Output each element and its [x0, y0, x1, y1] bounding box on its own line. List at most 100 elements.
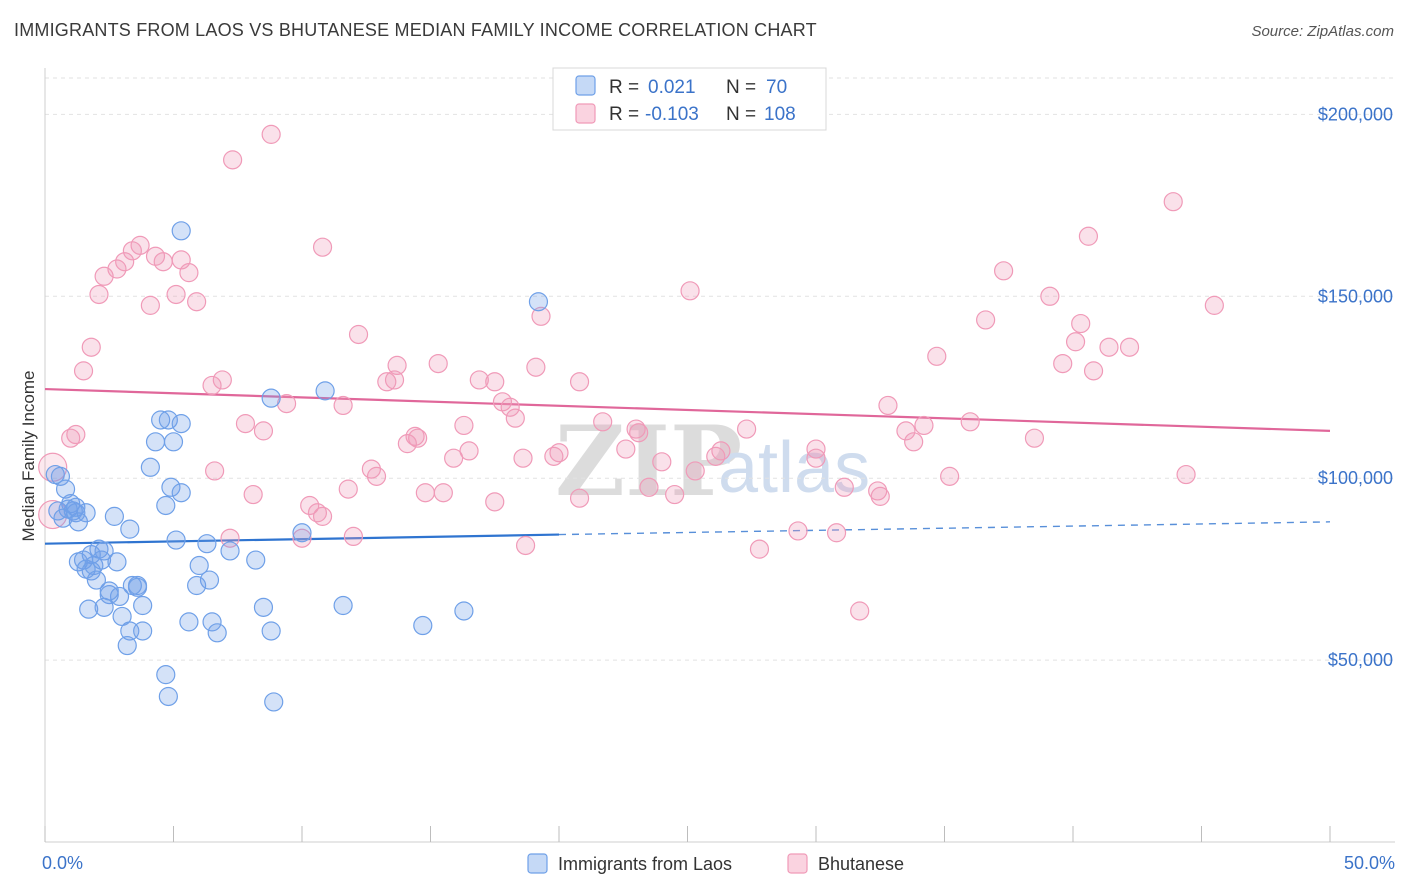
bhutanese-point: [235, 414, 256, 434]
laos-point: [292, 523, 312, 543]
bhutanese-point: [333, 395, 353, 416]
bhutanese-point: [397, 434, 417, 454]
bhutanese-point: [348, 324, 369, 345]
bhutanese-point: [89, 284, 109, 305]
laos-point: [61, 494, 81, 514]
bhutanese-point: [73, 361, 94, 381]
bhutanese-point: [685, 461, 705, 481]
bhutanese-point: [850, 601, 870, 621]
bhutanese-point: [140, 295, 160, 315]
y-tick-labels: $50,000 $100,000 $150,000 $200,000: [1318, 104, 1393, 670]
bottom-legend-label-bhutanese: Bhutanese: [818, 854, 904, 874]
laos-point: [158, 410, 178, 430]
trend-lines: [44, 387, 1331, 545]
bhutanese-point: [1163, 192, 1183, 212]
bhutanese-point: [626, 419, 646, 439]
laos-point: [253, 597, 274, 617]
trend-line-laos: [44, 533, 560, 545]
bhutanese-point: [593, 412, 613, 432]
bhutanese-point: [115, 252, 135, 272]
laos-point: [140, 457, 160, 477]
bhutanese-point: [788, 521, 808, 541]
laos-point: [197, 534, 217, 554]
bhutanese-point: [737, 419, 757, 439]
bhutanese-point: [1119, 337, 1140, 357]
stats-legend-box: [552, 67, 827, 131]
laos-point: [109, 586, 130, 607]
laos-point: [99, 581, 119, 601]
laos-point: [156, 665, 176, 685]
bhutanese-point: [549, 443, 569, 463]
trend-line-bhutanese: [44, 387, 1331, 432]
bhutanese-point: [1040, 286, 1060, 306]
laos-point: [161, 477, 181, 497]
bhutanese-point: [914, 415, 934, 436]
bhutanese-point: [904, 432, 924, 452]
bhutanese-point: [459, 441, 479, 461]
bhutanese-point: [544, 446, 564, 466]
laos-point: [55, 479, 76, 499]
bhutanese-point: [616, 439, 636, 459]
bhutanese-point: [878, 395, 898, 416]
bhutanese-point: [366, 466, 387, 486]
trend-line-laos-extension: [558, 521, 1331, 536]
laos-point: [117, 635, 137, 656]
bhutanese-point: [629, 423, 649, 443]
laos-point: [133, 621, 153, 641]
bhutanese-point: [1099, 337, 1119, 357]
bhutanese-point: [212, 370, 232, 390]
bhutanese-point: [531, 306, 551, 326]
laos-point: [76, 503, 96, 523]
bhutanese-point: [454, 415, 474, 436]
bhutanese-point: [868, 481, 888, 501]
chart-title: IMMIGRANTS FROM LAOS VS BHUTANESE MEDIAN…: [14, 20, 817, 40]
laos-point: [528, 292, 549, 312]
laos-point: [207, 623, 227, 643]
bhutanese-point: [1024, 428, 1045, 448]
bhutanese-point: [976, 310, 996, 330]
laos-point: [264, 692, 284, 712]
bhutanese-point: [711, 441, 731, 461]
source-label: Source: ZipAtlas.com: [1251, 23, 1394, 40]
laos-point: [151, 410, 171, 430]
laos-point: [94, 597, 114, 617]
bottom-legend-swatch-laos: [527, 853, 548, 874]
bhutanese-point: [1065, 332, 1086, 352]
bhutanese-point: [243, 484, 263, 505]
gridlines: [45, 77, 1395, 661]
y-tick-label: $100,000: [1318, 468, 1393, 488]
laos-point: [187, 575, 207, 596]
bhutanese-point: [130, 235, 150, 255]
laos-point: [179, 612, 199, 632]
laos-point: [163, 432, 184, 452]
laos-point: [246, 550, 266, 570]
bhutanese-point: [428, 353, 448, 374]
legend-n-value-bhutanese: 108: [764, 104, 796, 125]
bhutanese-point: [749, 539, 770, 559]
bhutanese-point: [253, 421, 274, 441]
bhutanese-point: [377, 372, 397, 392]
bhutanese-point: [187, 292, 207, 312]
legend-swatch-bhutanese: [575, 103, 596, 124]
bhutanese-point: [1053, 353, 1073, 374]
bhutanese-point: [569, 488, 590, 508]
bhutanese-point: [515, 535, 536, 556]
bottom-legend-swatch-bhutanese: [787, 853, 808, 874]
laos-point: [86, 570, 107, 590]
bhutanese-point: [292, 528, 312, 548]
laos-point: [413, 615, 433, 636]
data-points: [38, 124, 1224, 712]
legend-r-value-bhutanese: -0.103: [645, 104, 699, 125]
bhutanese-point: [1176, 464, 1196, 485]
bhutanese-point: [312, 237, 333, 257]
bhutanese-point: [307, 503, 328, 523]
bhutanese-point: [179, 263, 199, 283]
legend-swatch-laos: [575, 75, 596, 96]
bhutanese-point: [1078, 226, 1099, 246]
laos-point: [261, 621, 281, 641]
bhutanese-point: [834, 477, 854, 497]
y-tick-label: $200,000: [1318, 104, 1393, 124]
laos-point: [189, 555, 209, 576]
bhutanese-point: [415, 483, 435, 503]
bhutanese-point: [569, 372, 590, 392]
